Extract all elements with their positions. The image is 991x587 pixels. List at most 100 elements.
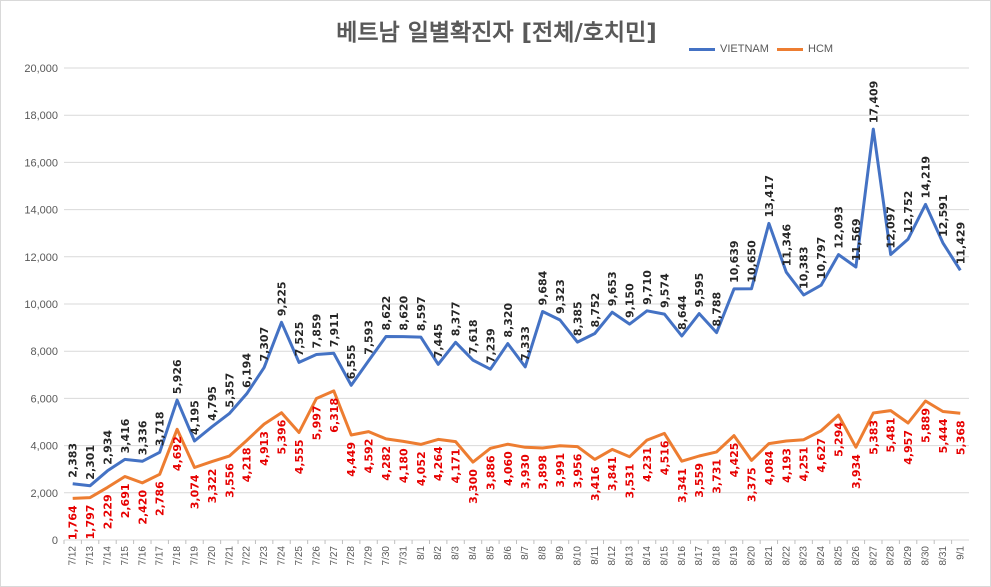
x-tick-label: 8/5 [485,546,496,560]
data-label-hcm: 5,294 [832,422,845,457]
data-label-vietnam: 7,239 [484,328,497,363]
y-tick-label: 12,000 [24,252,58,264]
data-label-hcm: 2,691 [119,483,132,518]
data-label-vietnam: 3,416 [119,418,132,453]
data-label-hcm: 5,481 [885,418,898,453]
x-tick-label: 8/4 [468,546,479,560]
y-tick-label: 18,000 [24,110,58,122]
x-tick-label: 8/9 [555,546,566,560]
data-label-hcm: 3,886 [484,455,497,490]
x-tick-label: 8/16 [677,546,688,566]
x-tick-label: 9/1 [955,546,966,560]
data-label-vietnam: 4,795 [206,386,219,421]
data-label-hcm: 5,444 [937,418,950,453]
x-tick-label: 8/21 [764,546,775,566]
data-label-hcm: 1,797 [84,505,97,540]
x-tick-label: 7/21 [224,546,235,566]
data-label-hcm: 3,531 [624,464,637,499]
data-label-vietnam: 7,333 [519,326,532,361]
x-tick-label: 8/20 [746,546,757,566]
data-label-vietnam: 12,591 [937,194,950,236]
data-label-vietnam: 9,684 [537,270,550,305]
x-tick-label: 7/31 [398,546,409,566]
data-label-vietnam: 7,859 [310,314,323,349]
chart-title: 베트남 일별확진자 [전체/호치민] [336,20,657,46]
data-label-hcm: 4,627 [815,438,828,473]
data-label-hcm: 4,913 [258,431,271,466]
data-label-vietnam: 10,650 [745,240,758,283]
data-label-hcm: 3,930 [519,454,532,489]
data-label-hcm: 4,957 [902,430,915,465]
data-label-vietnam: 17,409 [867,81,880,123]
y-tick-label: 6,000 [30,393,58,405]
data-label-vietnam: 12,752 [902,191,915,233]
x-tick-label: 7/16 [137,546,148,566]
data-label-hcm: 3,934 [850,454,863,489]
data-label-hcm: 6,318 [328,398,341,433]
data-label-vietnam: 9,150 [624,283,637,318]
data-label-hcm: 4,592 [363,439,376,474]
data-label-vietnam: 8,644 [676,295,689,330]
data-label-hcm: 4,084 [763,450,776,485]
x-tick-label: 7/27 [329,546,340,566]
data-label-vietnam: 8,752 [589,293,602,328]
data-label-vietnam: 7,445 [432,324,445,359]
x-tick-label: 8/29 [903,546,914,566]
data-label-vietnam: 9,710 [641,270,654,305]
data-label-hcm: 4,264 [432,446,445,481]
x-tick-label: 7/26 [311,546,322,566]
x-tick-label: 7/20 [207,546,218,566]
series-line-vietnam [72,127,962,488]
data-label-vietnam: 8,788 [711,292,724,327]
data-label-hcm: 5,368 [954,420,967,455]
data-label-hcm: 3,559 [693,463,706,498]
x-tick-label: 7/28 [346,546,357,566]
x-tick-label: 8/7 [520,546,531,560]
y-tick-label: 16,000 [24,157,58,169]
x-tick-label: 8/24 [816,546,827,566]
data-label-vietnam: 11,429 [954,222,967,264]
y-tick-label: 2,000 [30,488,58,500]
data-label-hcm: 3,074 [189,474,202,509]
data-label-vietnam: 8,597 [415,296,428,331]
x-tick-label: 8/6 [503,546,514,560]
data-label-hcm: 3,731 [711,459,724,494]
data-label-vietnam: 12,097 [885,206,898,248]
data-label-hcm: 2,420 [136,490,149,525]
x-tick-label: 8/14 [642,546,653,566]
data-label-vietnam: 8,385 [571,301,584,336]
data-label-vietnam: 11,569 [850,219,863,261]
x-tick-label: 8/25 [833,546,844,566]
data-label-vietnam: 3,336 [136,420,149,455]
data-label-vietnam: 8,377 [450,302,463,337]
legend-label-vietnam: VIETNAM [720,43,769,55]
legend-swatch-hcm [777,47,803,51]
data-label-vietnam: 9,225 [276,281,289,316]
data-label-hcm: 4,218 [241,447,254,482]
data-label-vietnam: 11,346 [780,223,793,266]
series-line-hcm [72,389,961,500]
data-label-vietnam: 7,307 [258,327,271,362]
data-label-hcm: 4,692 [171,436,184,471]
legend-item-hcm: HCM [777,43,833,55]
y-tick-label: 8,000 [30,346,58,358]
y-tick-label: 10,000 [24,299,58,311]
x-tick-label: 7/30 [381,546,392,566]
x-tick-label: 8/26 [851,546,862,566]
data-label-hcm: 3,341 [676,468,689,503]
data-label-vietnam: 9,595 [693,273,706,308]
x-tick-label: 8/10 [572,546,583,566]
x-tick-label: 7/14 [103,546,114,566]
x-tick-label: 8/27 [868,546,879,566]
data-label-hcm: 3,556 [223,463,236,498]
data-label-hcm: 5,889 [919,408,932,443]
data-label-hcm: 4,282 [380,446,393,481]
y-tick-label: 4,000 [30,441,58,453]
data-label-hcm: 2,229 [102,494,115,529]
x-tick-label: 8/30 [920,546,931,566]
data-label-vietnam: 9,323 [554,279,567,314]
x-tick-label: 7/13 [85,546,96,566]
y-tick-label: 0 [52,535,58,547]
x-tick-label: 7/19 [190,546,201,566]
data-label-vietnam: 3,718 [154,411,167,446]
